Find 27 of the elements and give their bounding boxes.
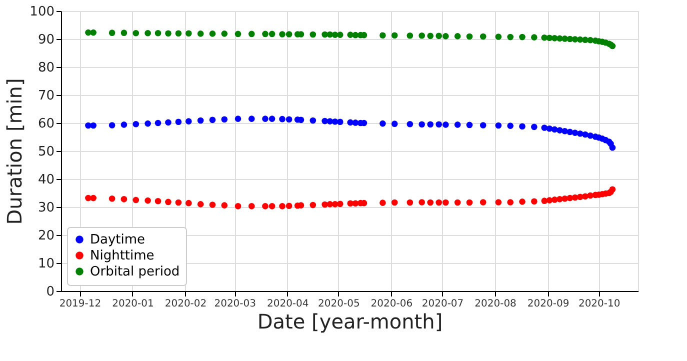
y-tick-label: 20	[38, 228, 54, 244]
x-tick-label: 2020-01	[112, 298, 154, 310]
legend-label: Daytime	[90, 232, 146, 248]
y-axis-title: Duration [min]	[2, 78, 27, 225]
y-tick-label: 100	[30, 4, 54, 20]
y-tick-label: 0	[46, 284, 54, 300]
y-tick-label: 80	[38, 60, 54, 76]
x-tick-label: 2020-09	[527, 298, 570, 310]
y-tick-label: 10	[38, 256, 54, 272]
x-tick-label: 2020-03	[214, 298, 256, 310]
x-axis-title: Date [year-month]	[257, 310, 443, 334]
x-tick-label: 2020-06	[370, 298, 413, 310]
y-tick-label: 60	[38, 116, 54, 132]
y-tick-label: 40	[38, 172, 54, 188]
x-tick-label: 2020-05	[318, 298, 360, 310]
legend-label: Nighttime	[90, 248, 154, 264]
legend-label: Orbital period	[90, 264, 180, 280]
x-tick-label: 2019-12	[59, 298, 102, 310]
y-tick-label: 30	[38, 200, 54, 216]
x-tick-label: 2020-07	[422, 298, 464, 310]
y-tick-label: 70	[38, 88, 54, 104]
x-tick-label: 2020-02	[164, 298, 207, 310]
y-tick-label: 90	[38, 32, 54, 48]
x-tick-label: 2020-08	[474, 298, 516, 310]
x-tick-label: 2020-04	[266, 298, 309, 310]
x-tick-label: 2020-10	[578, 298, 620, 310]
y-tick-label: 50	[38, 144, 54, 160]
